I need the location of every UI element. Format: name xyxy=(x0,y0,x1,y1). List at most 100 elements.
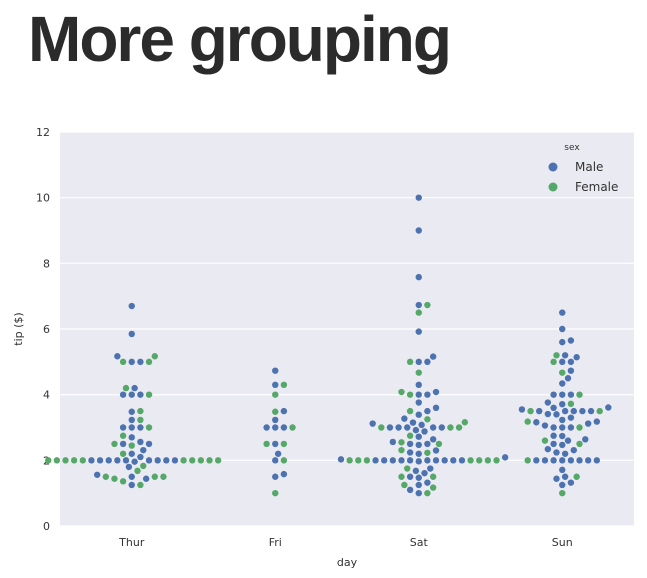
data-point-female xyxy=(119,478,127,485)
data-point-male xyxy=(553,411,560,418)
data-point-male xyxy=(533,419,540,426)
data-point-female xyxy=(119,358,127,366)
data-point-male xyxy=(119,440,127,448)
data-point-female xyxy=(406,391,414,398)
slide-title: More grouping xyxy=(28,3,452,75)
data-point-male xyxy=(424,457,431,464)
data-point-male xyxy=(424,440,431,448)
data-point-female xyxy=(378,424,385,431)
data-point-male xyxy=(389,438,397,446)
data-point-female xyxy=(145,358,153,366)
data-point-male xyxy=(406,457,414,464)
data-point-female xyxy=(363,457,371,464)
data-point-male xyxy=(404,424,411,431)
data-point-male xyxy=(415,391,422,398)
data-point-female xyxy=(137,416,144,424)
data-point-male xyxy=(550,404,557,411)
data-point-female xyxy=(447,424,454,431)
data-point-male xyxy=(128,481,135,489)
data-point-male xyxy=(272,416,279,424)
data-point-male xyxy=(372,457,379,464)
data-point-female xyxy=(79,457,86,464)
data-point-male xyxy=(567,457,575,464)
data-point-female xyxy=(355,457,362,464)
x-tick-label: Sat xyxy=(410,536,429,549)
data-point-male xyxy=(593,418,601,425)
data-point-female xyxy=(424,489,431,497)
data-point-female xyxy=(553,352,560,359)
data-point-male xyxy=(406,473,414,480)
data-point-male xyxy=(536,407,543,415)
data-point-male xyxy=(401,415,408,422)
y-tick-label: 10 xyxy=(36,192,50,205)
data-point-female xyxy=(102,473,110,480)
data-point-female xyxy=(406,358,414,366)
data-point-male xyxy=(415,194,422,201)
data-point-male xyxy=(415,474,422,481)
data-point-male xyxy=(154,457,161,464)
data-point-female xyxy=(467,457,474,464)
data-point-male xyxy=(128,434,135,441)
data-point-female xyxy=(567,400,575,408)
data-point-female xyxy=(189,457,196,464)
data-point-male xyxy=(553,449,560,456)
data-point-female xyxy=(541,437,549,444)
data-point-male xyxy=(163,457,170,464)
data-point-male xyxy=(559,441,566,449)
data-point-female xyxy=(45,457,52,464)
data-point-female xyxy=(576,424,583,431)
data-point-female xyxy=(429,473,437,480)
data-point-female xyxy=(272,408,279,415)
data-point-female xyxy=(435,440,443,448)
data-point-male xyxy=(567,414,575,421)
data-point-female xyxy=(559,489,566,497)
data-point-male xyxy=(128,450,135,457)
data-point-male xyxy=(429,353,437,360)
data-point-female xyxy=(455,424,463,431)
data-point-male xyxy=(559,309,566,316)
data-point-male xyxy=(415,399,422,406)
data-point-female xyxy=(404,465,411,472)
data-point-male xyxy=(114,353,121,360)
y-tick-label: 0 xyxy=(43,520,50,533)
data-point-female xyxy=(111,475,118,482)
data-point-male xyxy=(584,457,592,464)
data-point-male xyxy=(406,449,414,456)
data-point-male xyxy=(272,457,279,464)
data-point-male xyxy=(369,420,376,427)
y-axis-label: tip ($) xyxy=(12,312,25,345)
y-tick-label: 12 xyxy=(36,126,50,139)
data-point-male xyxy=(559,466,566,474)
data-point-male xyxy=(421,428,428,435)
data-point-male xyxy=(119,424,127,431)
data-point-male xyxy=(432,447,440,454)
data-point-male xyxy=(584,420,592,427)
data-point-female xyxy=(484,457,492,464)
x-tick-label: Sun xyxy=(552,536,573,549)
data-point-female xyxy=(398,439,405,446)
data-point-male xyxy=(559,325,566,333)
data-point-male xyxy=(587,407,595,415)
data-point-male xyxy=(559,358,566,366)
data-point-male xyxy=(415,433,422,440)
data-point-male xyxy=(272,367,279,374)
data-point-male xyxy=(125,463,133,471)
data-point-male xyxy=(541,457,549,464)
data-point-female xyxy=(111,440,118,448)
data-point-female xyxy=(134,467,141,475)
data-point-female xyxy=(197,457,205,464)
data-point-male xyxy=(93,471,101,478)
data-point-male xyxy=(579,407,586,415)
data-point-male xyxy=(415,450,422,457)
data-point-female xyxy=(596,407,603,415)
data-point-male xyxy=(272,424,279,431)
data-point-female xyxy=(346,457,353,464)
data-point-male xyxy=(137,358,144,366)
data-point-male xyxy=(128,473,135,480)
data-point-male xyxy=(533,457,540,464)
data-point-male xyxy=(128,302,135,310)
data-point-male xyxy=(114,457,121,464)
data-point-female xyxy=(398,446,405,454)
data-point-male xyxy=(424,407,431,415)
data-point-male xyxy=(128,391,135,398)
